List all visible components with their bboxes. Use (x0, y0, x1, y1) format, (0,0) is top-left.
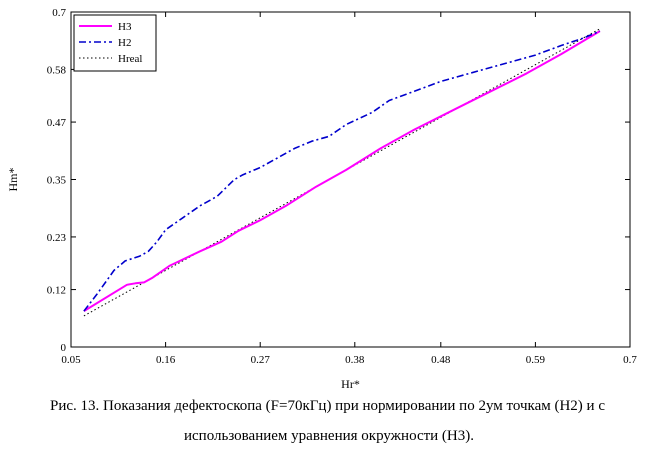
x-tick-label: 0.59 (526, 354, 546, 366)
x-tick-label: 0.48 (431, 354, 451, 366)
y-tick-label: 0.7 (52, 7, 66, 19)
y-tick-label: 0.12 (47, 285, 66, 297)
series-line-h3 (83, 30, 601, 312)
series-line-hreal (83, 28, 601, 317)
y-tick-label: 0.23 (47, 232, 67, 244)
x-tick-label: 0.7 (623, 354, 637, 366)
x-tick-label: 0.16 (156, 354, 176, 366)
figure-caption-line-1: Рис. 13. Показания дефектоскопа (F=70кГц… (50, 398, 605, 414)
y-axis-title: Hm* (6, 168, 20, 192)
x-tick-label: 0.05 (61, 354, 81, 366)
y-tick-label: 0.35 (47, 175, 67, 187)
y-tick-label: 0.47 (47, 117, 67, 129)
x-axis-title: Hr* (341, 377, 360, 391)
legend-box (73, 14, 157, 72)
legend-label-h3: H3 (118, 21, 132, 33)
chart: 0.05 0.16 0.27 0.38 0.48 0.59 0.7 0 0.12 0.23 0.35… (6, 7, 637, 391)
x-tick-label: 0.38 (345, 354, 365, 366)
series-line-h2 (83, 30, 601, 312)
y-tick-label: 0.58 (47, 64, 67, 76)
legend-label-h2: H2 (118, 37, 131, 49)
figure-caption-line-2: использованием уравнения окружности (H3)… (183, 428, 475, 444)
legend-label-hreal: Hreal (118, 53, 142, 65)
y-tick-label: 0 (61, 342, 67, 354)
x-tick-label: 0.27 (251, 354, 271, 366)
